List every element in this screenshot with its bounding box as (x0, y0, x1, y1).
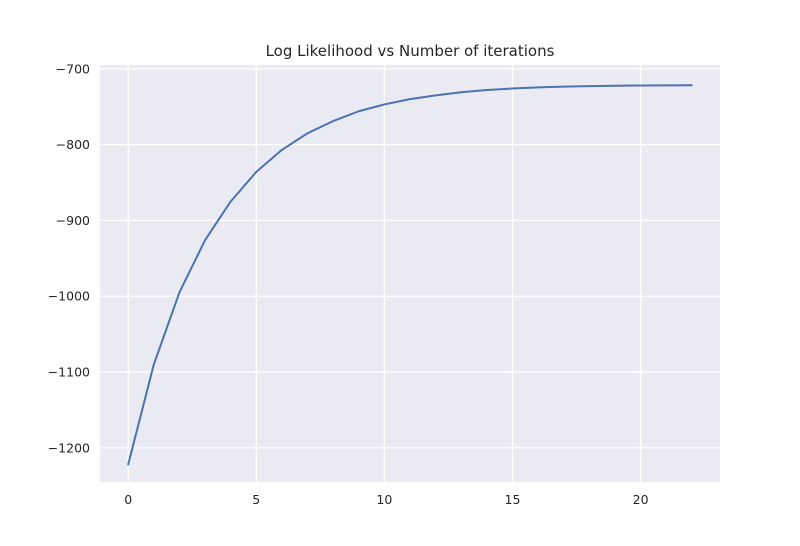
chart-title: Log Likelihood vs Number of iterations (266, 42, 555, 60)
y-tick-label: −900 (56, 213, 90, 228)
plot-background (100, 65, 720, 482)
x-tick-label: 5 (252, 492, 260, 507)
y-axis-ticks: −700 −800 −900 −1000 −1100 −1200 (48, 61, 90, 455)
y-tick-label: −1200 (48, 440, 90, 455)
series-lines (127, 84, 693, 466)
series-line-0 (127, 84, 693, 466)
grid-lines (100, 65, 720, 482)
x-tick-label: 15 (505, 492, 521, 507)
y-tick-label: −700 (56, 61, 90, 76)
x-tick-label: 10 (376, 492, 392, 507)
y-tick-label: −1100 (48, 365, 90, 380)
x-axis-ticks: 0 5 10 15 20 (124, 492, 648, 507)
x-tick-label: 0 (124, 492, 132, 507)
y-tick-label: −800 (56, 137, 90, 152)
x-tick-label: 20 (633, 492, 649, 507)
y-tick-label: −1000 (48, 289, 90, 304)
